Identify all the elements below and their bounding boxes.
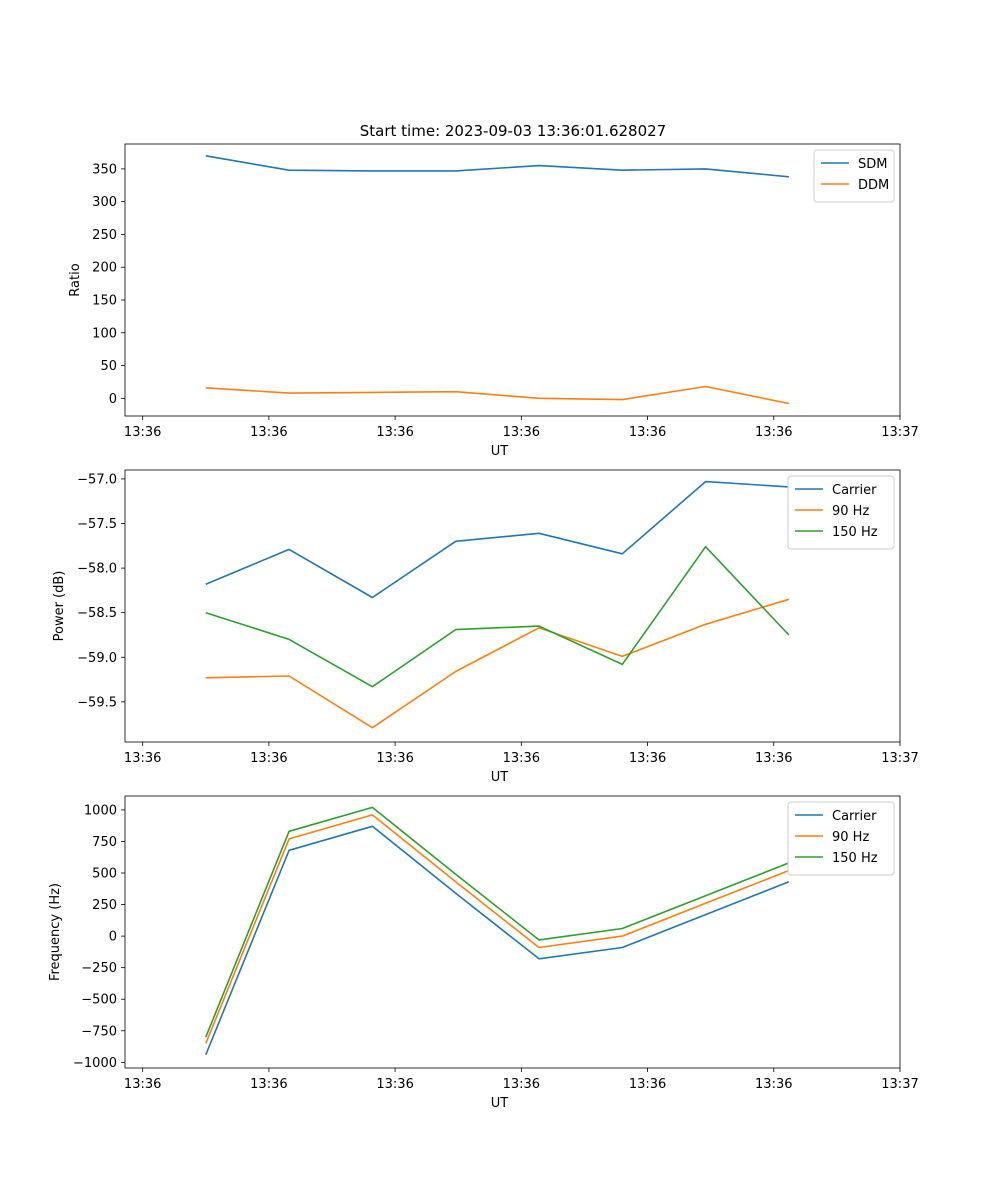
ratio-y-tick-label: 250 — [92, 228, 117, 243]
frequency-legend-label-90-hz: 90 Hz — [832, 830, 869, 845]
ratio-y-tick-label: 350 — [92, 162, 117, 177]
frequency-x-tick-label: 13:37 — [881, 1077, 918, 1092]
frequency-x-tick-label: 13:36 — [250, 1077, 287, 1092]
ratio-y-tick-label: 300 — [92, 195, 117, 210]
power-series-150-hz-line — [205, 545, 790, 688]
ratio-y-tick-label: 200 — [92, 261, 117, 276]
frequency-y-tick-label: −750 — [81, 1024, 117, 1039]
frequency-x-tick-label: 13:36 — [755, 1077, 792, 1092]
power-series-90-hz-line — [205, 598, 790, 729]
power-y-tick-label: −59.5 — [77, 695, 117, 710]
ratio-y-axis-label: Ratio — [68, 263, 83, 296]
frequency-x-tick-label: 13:36 — [376, 1077, 413, 1092]
power-x-axis-label: UT — [491, 770, 509, 785]
ratio-series-ddm-line — [205, 385, 790, 405]
frequency-y-tick-label: 0 — [109, 930, 117, 945]
frequency-series-90-hz-line — [205, 814, 790, 1044]
power-legend-label-90-hz: 90 Hz — [832, 504, 869, 519]
power-y-tick-label: −57.0 — [77, 472, 117, 487]
frequency-y-axis-label: Frequency (Hz) — [48, 883, 63, 981]
ratio-x-tick-label: 13:36 — [503, 425, 540, 440]
frequency-axes-frame — [124, 795, 901, 1069]
frequency-x-tick-label: 13:36 — [629, 1077, 666, 1092]
ratio-x-tick-label: 13:36 — [376, 425, 413, 440]
frequency-x-tick-label: 13:36 — [124, 1077, 161, 1092]
power-axes-frame — [124, 469, 901, 743]
power-x-tick-label: 13:36 — [124, 751, 161, 766]
ratio-x-axis-label: UT — [491, 444, 509, 459]
power-x-tick-label: 13:37 — [881, 751, 918, 766]
frequency-y-tick-label: −1000 — [73, 1056, 117, 1071]
power-y-axis-label: Power (dB) — [52, 571, 67, 642]
power-series-carrier-line — [205, 480, 789, 599]
ratio-y-tick-label: 100 — [92, 326, 117, 341]
ratio-x-tick-label: 13:36 — [629, 425, 666, 440]
frequency-y-tick-label: 250 — [92, 898, 117, 913]
ratio-x-tick-label: 13:36 — [124, 425, 161, 440]
power-x-tick-label: 13:36 — [376, 751, 413, 766]
frequency-x-tick-label: 13:36 — [503, 1077, 540, 1092]
frequency-y-tick-label: −250 — [81, 961, 117, 976]
ratio-series-sdm-line — [205, 155, 789, 178]
power-x-tick-label: 13:36 — [629, 751, 666, 766]
ratio-legend-label-sdm: SDM — [858, 157, 887, 172]
frequency-y-tick-label: 750 — [92, 835, 117, 850]
frequency-legend-label-carrier: Carrier — [832, 809, 877, 824]
power-x-tick-label: 13:36 — [503, 751, 540, 766]
frequency-series-150-hz-line — [205, 806, 790, 1038]
power-legend-label-carrier: Carrier — [832, 483, 877, 498]
ratio-y-tick-label: 0 — [109, 392, 117, 407]
ratio-axes-frame — [124, 143, 901, 417]
power-legend-label-150-hz: 150 Hz — [832, 525, 878, 540]
power-x-tick-label: 13:36 — [250, 751, 287, 766]
ratio-x-tick-label: 13:36 — [250, 425, 287, 440]
power-y-tick-label: −58.5 — [77, 606, 117, 621]
frequency-y-tick-label: −500 — [81, 993, 117, 1008]
ratio-x-tick-label: 13:37 — [881, 425, 918, 440]
ratio-y-tick-label: 150 — [92, 293, 117, 308]
frequency-series-carrier-line — [205, 825, 790, 1056]
ratio-y-tick-label: 50 — [100, 359, 117, 374]
frequency-y-tick-label: 1000 — [84, 803, 117, 818]
figure-title: Start time: 2023-09-03 13:36:01.628027 — [360, 122, 666, 140]
frequency-x-axis-label: UT — [491, 1096, 509, 1111]
ratio-x-tick-label: 13:36 — [755, 425, 792, 440]
frequency-y-tick-label: 500 — [92, 866, 117, 881]
ratio-legend-label-ddm: DDM — [858, 178, 889, 193]
power-y-tick-label: −59.0 — [77, 651, 117, 666]
power-y-tick-label: −57.5 — [77, 517, 117, 532]
power-y-tick-label: −58.0 — [77, 562, 117, 577]
frequency-legend-label-150-hz: 150 Hz — [832, 851, 878, 866]
power-x-tick-label: 13:36 — [755, 751, 792, 766]
